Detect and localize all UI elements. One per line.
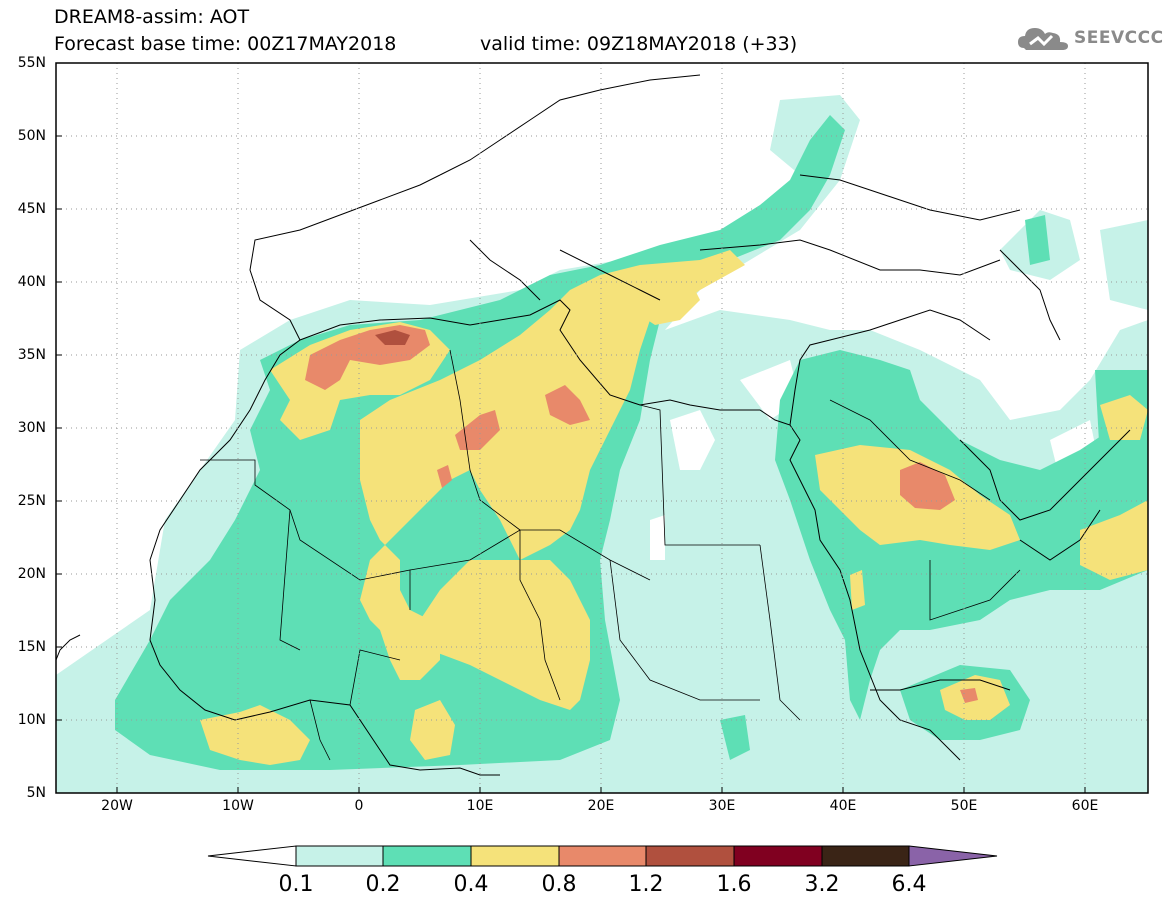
colorbar-over xyxy=(908,845,998,867)
valid-time: valid time: 09Z18MAY2018 (+33) xyxy=(480,33,798,55)
colorbar-label: 0.4 xyxy=(453,872,489,897)
axis-ticks xyxy=(56,62,1086,793)
coastlines xyxy=(56,74,1131,776)
aot-contours xyxy=(56,95,1148,793)
colorbar-bin-5 xyxy=(645,845,735,867)
lat-label: 25N xyxy=(17,493,46,509)
colorbar-label: 3.2 xyxy=(804,872,840,897)
lon-label: 60E xyxy=(1071,798,1099,814)
lon-label: 10E xyxy=(466,798,494,814)
lon-label: 40E xyxy=(829,798,857,814)
colorbar-bin-1 xyxy=(295,845,384,867)
lat-label: 10N xyxy=(17,712,46,728)
lon-label: 30E xyxy=(708,798,736,814)
colorbar-bin-3 xyxy=(470,845,560,867)
colorbar-label: 0.1 xyxy=(278,872,314,897)
lat-label: 50N xyxy=(17,128,46,144)
lat-label: 5N xyxy=(26,785,46,801)
borders xyxy=(200,349,1021,761)
lat-label: 20N xyxy=(17,566,46,582)
lat-label: 40N xyxy=(17,274,46,290)
colorbar-bin-2 xyxy=(382,845,472,867)
lon-label: 20E xyxy=(587,798,615,814)
lat-label: 30N xyxy=(17,420,46,436)
seevccc-logo: SEEVCCC xyxy=(1016,22,1163,56)
colorbar-under xyxy=(207,845,297,867)
chart-title: DREAM8-assim: AOT xyxy=(54,6,250,28)
lon-label: 20W xyxy=(101,798,133,814)
lon-label: 50E xyxy=(950,798,978,814)
colorbar-label: 0.8 xyxy=(541,872,577,897)
logo-text: SEEVCCC xyxy=(1074,28,1164,48)
aot-level-1-2 xyxy=(375,330,410,345)
colorbar-bin-6 xyxy=(733,845,823,867)
lat-label: 35N xyxy=(17,347,46,363)
lon-label: 0 xyxy=(354,798,364,814)
lat-label: 15N xyxy=(17,639,46,655)
colorbar-label: 0.2 xyxy=(365,872,401,897)
lon-label: 10W xyxy=(222,798,254,814)
colorbar-bin-4 xyxy=(558,845,647,867)
gridlines xyxy=(56,63,1148,793)
lat-label: 45N xyxy=(17,201,46,217)
colorbar-bin-7 xyxy=(821,845,910,867)
colorbar-label: 1.6 xyxy=(716,872,752,897)
colorbar-label: 1.2 xyxy=(628,872,664,897)
colorbar xyxy=(207,845,998,867)
lat-label: 55N xyxy=(17,55,46,71)
cloud-logo-icon xyxy=(1018,28,1068,50)
colorbar-label: 6.4 xyxy=(891,872,927,897)
forecast-base-time: Forecast base time: 00Z17MAY2018 xyxy=(54,33,397,55)
